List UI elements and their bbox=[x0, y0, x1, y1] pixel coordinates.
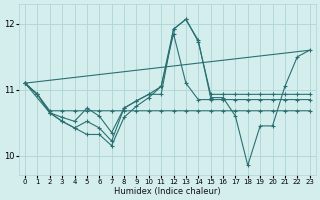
X-axis label: Humidex (Indice chaleur): Humidex (Indice chaleur) bbox=[114, 187, 221, 196]
